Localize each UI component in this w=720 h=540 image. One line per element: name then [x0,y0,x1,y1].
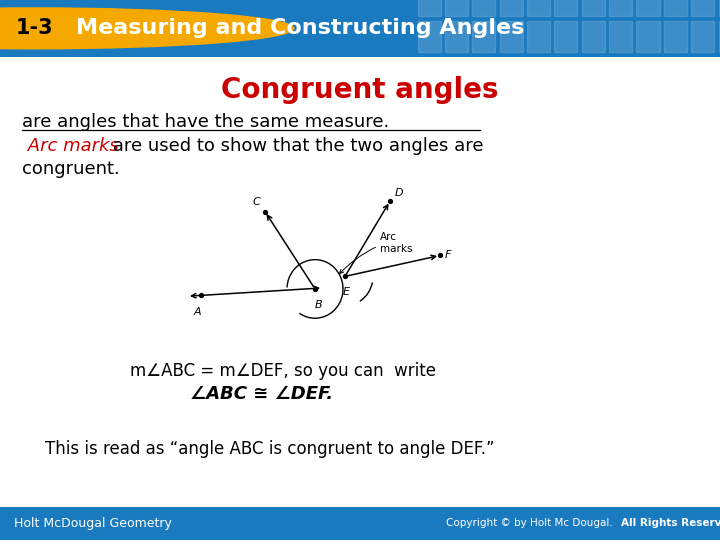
Bar [664,0,687,16]
Text: Measuring and Constructing Angles: Measuring and Constructing Angles [76,18,524,38]
Text: All Rights Reserved.: All Rights Reserved. [621,518,720,528]
Text: A: A [193,307,201,317]
Text: congruent.: congruent. [22,160,120,178]
Text: F: F [445,251,451,260]
Bar [445,0,468,16]
Bar [691,21,714,52]
Bar [472,21,495,52]
Bar [609,0,632,16]
Text: C: C [252,197,260,207]
Text: 1-3: 1-3 [16,18,53,38]
Bar [418,0,441,16]
Text: Arc
marks: Arc marks [380,232,413,254]
Bar [445,21,468,52]
Bar [636,0,660,16]
Text: are angles that have the same measure.: are angles that have the same measure. [22,112,390,131]
Bar [527,0,550,16]
Bar [527,21,550,52]
Bar [609,21,632,52]
Circle shape [0,8,294,49]
Bar [691,0,714,16]
Text: Holt McDougal Geometry: Holt McDougal Geometry [14,517,172,530]
Bar [472,0,495,16]
Text: D: D [395,188,404,198]
Text: are used to show that the two angles are: are used to show that the two angles are [107,137,484,154]
Bar [636,21,660,52]
Bar [500,21,523,52]
Text: Congruent angles: Congruent angles [221,76,499,104]
Bar [500,0,523,16]
Bar [719,21,720,52]
Text: ∠ABC ≅ ∠DEF.: ∠ABC ≅ ∠DEF. [190,384,333,402]
Bar [554,21,577,52]
Bar [554,0,577,16]
Bar [719,0,720,16]
Text: m∠ABC = m∠DEF, so you can  write: m∠ABC = m∠DEF, so you can write [130,361,436,380]
Text: Arc marks: Arc marks [22,137,119,154]
Bar [664,21,687,52]
Text: This is read as “angle ABC is congruent to angle DEF.”: This is read as “angle ABC is congruent … [45,440,495,458]
Bar [582,21,605,52]
Bar [582,0,605,16]
Text: B: B [315,300,323,310]
Text: E: E [343,287,349,297]
Bar [418,21,441,52]
Text: Copyright © by Holt Mc Dougal.: Copyright © by Holt Mc Dougal. [446,518,616,528]
